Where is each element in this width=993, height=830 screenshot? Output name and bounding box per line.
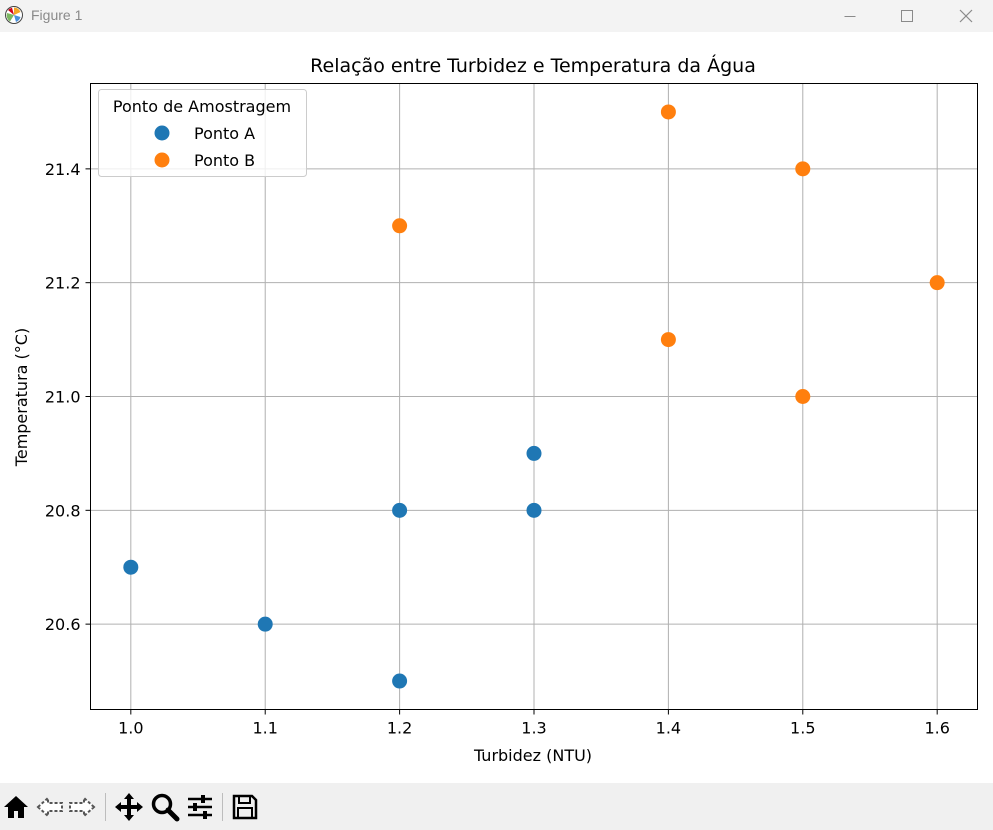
- x-axis-label: Turbidez (NTU): [473, 746, 592, 765]
- data-point-ponto-a: [526, 502, 542, 518]
- back-arrow-icon: [36, 795, 63, 819]
- configure-subplots-icon: [188, 795, 212, 819]
- y-axis-label: Temperatura (°C): [12, 328, 31, 467]
- ticks-layer: 1.0 1.1 1.2 1.3 1.4 1.5 1.6 20.6 20.8 21.0 21.2 21.…: [45, 160, 950, 738]
- x-tick-label: 1.1: [252, 719, 277, 738]
- forward-arrow-icon: [69, 795, 96, 819]
- back-button[interactable]: [34, 791, 66, 823]
- maximize-icon: [901, 10, 913, 22]
- toolbar-separator: [222, 793, 223, 821]
- x-tick-label: 1.6: [924, 719, 949, 738]
- home-button[interactable]: [0, 791, 32, 823]
- close-icon: [959, 9, 973, 23]
- data-point-ponto-a: [392, 502, 408, 518]
- legend-frame: [98, 89, 307, 177]
- pan-icon: [115, 793, 143, 821]
- minimize-icon: [844, 16, 856, 17]
- x-tick-label: 1.4: [656, 719, 681, 738]
- forward-button[interactable]: [66, 791, 98, 823]
- grid-layer: [90, 83, 978, 710]
- x-tick-label: 1.5: [790, 719, 815, 738]
- x-tick-label: 1.0: [118, 719, 143, 738]
- window-titlebar: Figure 1: [0, 0, 993, 32]
- data-point-ponto-a: [123, 559, 139, 575]
- legend: Ponto de Amostragem Ponto A Ponto B: [98, 89, 307, 177]
- x-tick-label: 1.3: [521, 719, 546, 738]
- y-tick-label: 21.2: [45, 274, 81, 293]
- points-layer: [123, 104, 945, 689]
- data-point-ponto-a: [526, 445, 542, 461]
- minimize-button[interactable]: [827, 0, 873, 32]
- data-point-ponto-b: [660, 104, 676, 120]
- navigation-toolbar: [0, 783, 993, 830]
- x-tick-label: 1.2: [387, 719, 412, 738]
- chart-title: Relação entre Turbidez e Temperatura da …: [310, 54, 756, 77]
- y-tick-label: 21.4: [45, 160, 81, 179]
- legend-marker-ponto-a: [154, 125, 170, 141]
- save-icon: [232, 794, 258, 820]
- y-tick-label: 20.8: [45, 501, 81, 520]
- zoom-button[interactable]: [149, 791, 181, 823]
- data-point-ponto-b: [795, 389, 811, 404]
- maximize-button[interactable]: [884, 0, 930, 32]
- data-point-ponto-b: [392, 218, 408, 234]
- home-icon: [4, 796, 28, 818]
- legend-label-ponto-a: Ponto A: [194, 124, 255, 143]
- data-point-ponto-a: [392, 673, 408, 689]
- close-button[interactable]: [943, 0, 989, 32]
- legend-marker-ponto-b: [154, 152, 170, 168]
- y-tick-label: 20.6: [45, 615, 81, 634]
- window-title: Figure 1: [31, 7, 83, 23]
- configure-subplots-button[interactable]: [184, 791, 216, 823]
- data-point-ponto-b: [929, 275, 945, 291]
- legend-label-ponto-b: Ponto B: [194, 151, 255, 170]
- legend-title: Ponto de Amostragem: [113, 97, 291, 116]
- y-tick-label: 21.0: [45, 388, 81, 407]
- pan-button[interactable]: [113, 791, 145, 823]
- toolbar-separator: [105, 793, 106, 821]
- data-point-ponto-b: [795, 161, 811, 177]
- data-point-ponto-b: [660, 332, 676, 348]
- matplotlib-logo-icon: [5, 6, 23, 24]
- data-point-ponto-a: [257, 616, 273, 632]
- save-button[interactable]: [229, 791, 261, 823]
- scatter-chart: 1.0 1.1 1.2 1.3 1.4 1.5 1.6 20.6 20.8 21.0 21.2 21.…: [12, 54, 978, 765]
- zoom-icon: [151, 793, 180, 822]
